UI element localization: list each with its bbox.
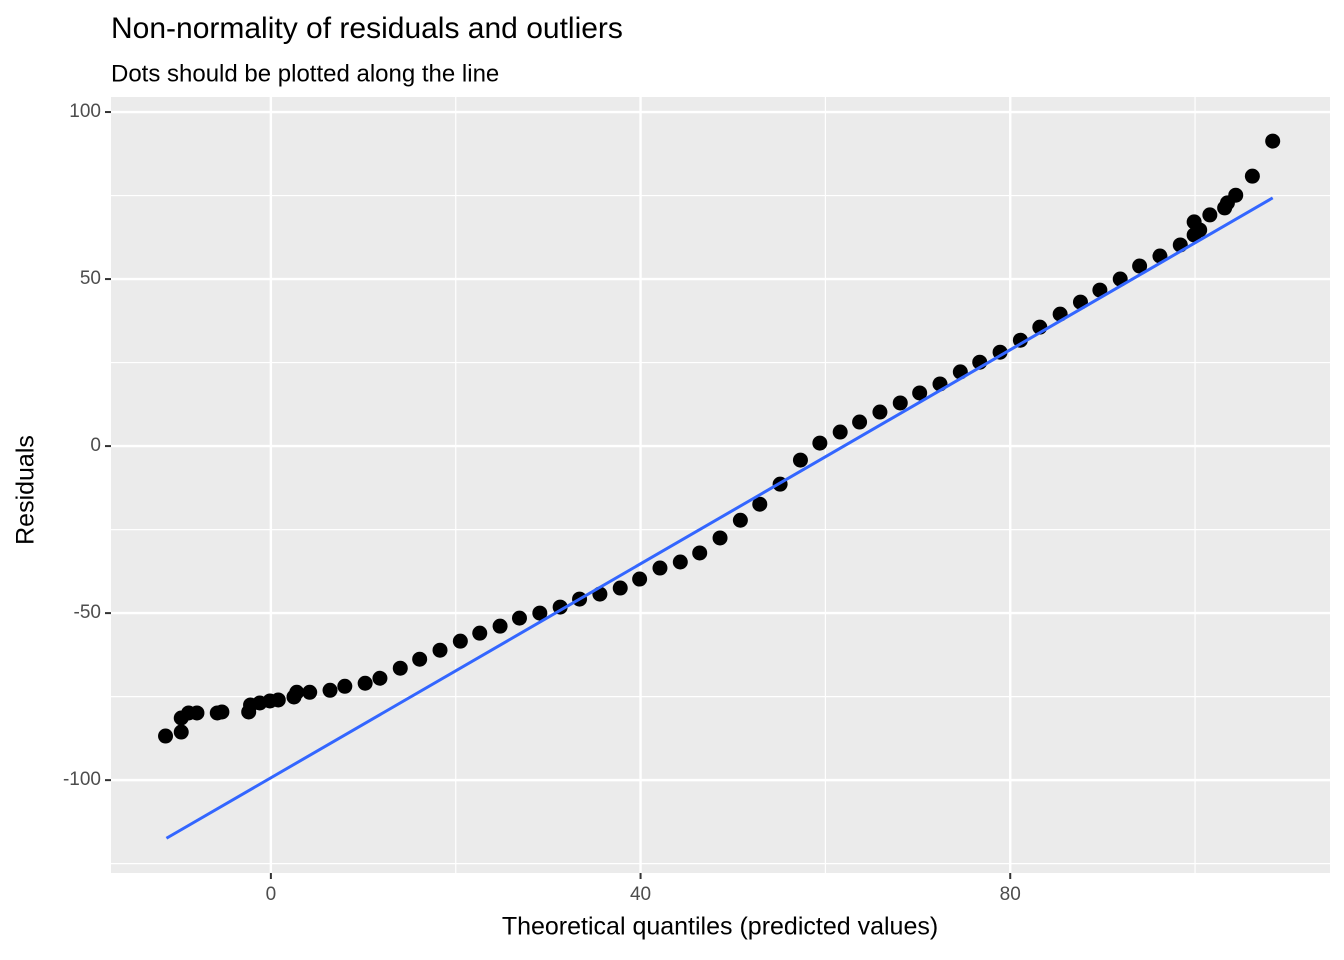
point <box>452 633 468 649</box>
x-axis-title: Theoretical quantiles (predicted values) <box>502 913 938 941</box>
point <box>1132 258 1148 274</box>
point <box>432 642 448 658</box>
point <box>672 554 688 570</box>
point <box>1092 282 1108 298</box>
x-tick-label: 0 <box>266 884 277 905</box>
point <box>392 660 408 676</box>
point <box>372 670 388 686</box>
x-tick-label: 40 <box>630 884 651 905</box>
point <box>173 724 189 740</box>
point <box>692 545 708 561</box>
point <box>732 512 748 528</box>
point <box>189 705 205 721</box>
point <box>158 728 174 744</box>
point <box>1228 187 1244 203</box>
chart-title: Non-normality of residuals and outliers <box>111 12 623 45</box>
point <box>492 618 508 634</box>
reference-line <box>165 196 1274 840</box>
y-tick-label: 0 <box>90 435 101 456</box>
point <box>812 435 828 451</box>
point <box>892 395 908 411</box>
point <box>1186 214 1202 230</box>
point <box>1265 133 1281 149</box>
point <box>712 530 728 546</box>
point <box>832 424 848 440</box>
point <box>532 605 548 621</box>
point <box>612 580 628 596</box>
y-tick-label: -100 <box>63 769 101 790</box>
y-tick-label: 50 <box>80 268 101 289</box>
point <box>872 404 888 420</box>
y-tick-label: 100 <box>69 101 101 122</box>
point <box>472 625 488 641</box>
point <box>337 678 353 694</box>
y-axis-title: Residuals <box>12 435 40 545</box>
point <box>852 414 868 430</box>
point <box>1012 332 1028 348</box>
point <box>1244 168 1260 184</box>
point <box>752 496 768 512</box>
point <box>992 344 1008 360</box>
point <box>289 684 305 700</box>
chart-subtitle: Dots should be plotted along the line <box>111 60 499 87</box>
point <box>302 684 318 700</box>
point <box>214 704 230 720</box>
point <box>412 651 428 667</box>
y-tick-label: -50 <box>74 602 101 623</box>
point <box>632 571 648 587</box>
point <box>357 675 373 691</box>
point <box>1202 207 1218 223</box>
point <box>511 610 527 626</box>
point <box>792 452 808 468</box>
point <box>270 692 286 708</box>
plot-panel <box>111 97 1330 873</box>
point <box>912 385 928 401</box>
x-tick-label: 80 <box>1000 884 1021 905</box>
point <box>652 560 668 576</box>
point <box>322 682 338 698</box>
